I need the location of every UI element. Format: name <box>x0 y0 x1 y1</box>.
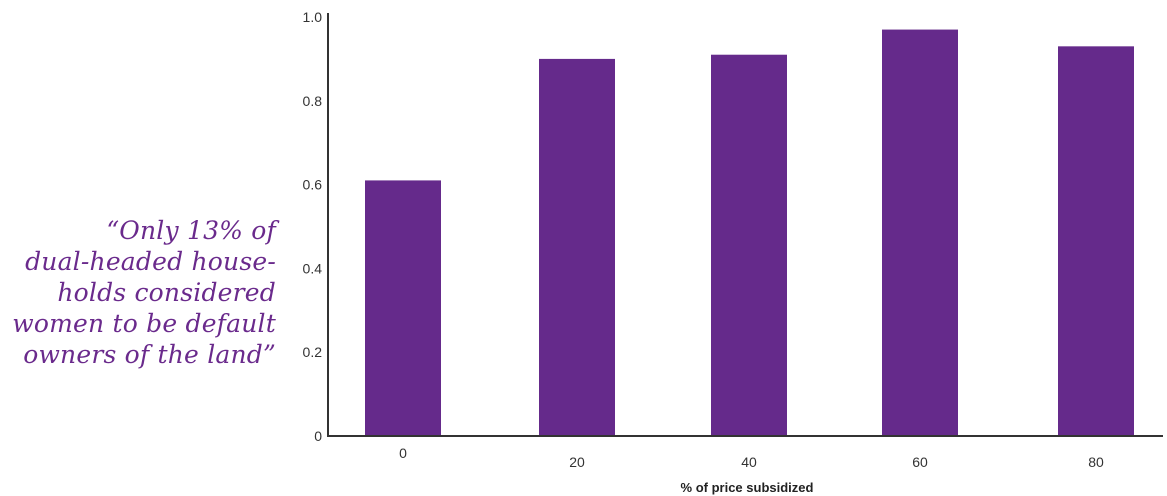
bar-40 <box>711 54 787 437</box>
bar-80 <box>1058 46 1134 437</box>
pull-quote: “Only 13% of dual-headed house- holds co… <box>0 215 276 370</box>
y-axis-ticks: 0 0.2 0.4 0.6 0.8 1.0 <box>303 9 323 444</box>
y-tick-label: 0 <box>314 428 322 444</box>
bar-20 <box>539 58 615 437</box>
x-axis-title: % of price subsidized <box>681 480 814 495</box>
x-tick-label: 80 <box>1088 454 1104 470</box>
x-axis-ticks: 0 20 40 60 80 <box>399 445 1104 470</box>
y-tick-label: 0.2 <box>303 344 323 360</box>
bar-60 <box>882 29 958 436</box>
x-tick-label: 60 <box>912 454 928 470</box>
x-tick-label: 0 <box>399 445 407 461</box>
y-tick-label: 0.8 <box>303 93 323 109</box>
x-tick-label: 20 <box>569 454 585 470</box>
x-tick-label: 40 <box>741 454 757 470</box>
y-tick-label: 1.0 <box>303 9 323 25</box>
bar-0 <box>365 180 441 436</box>
y-tick-label: 0.6 <box>303 177 323 193</box>
quote-line: holds considered <box>57 278 276 307</box>
quote-line: owners of the land” <box>23 340 276 369</box>
quote-line: women to be default <box>12 309 276 338</box>
y-tick-label: 0.4 <box>303 260 323 276</box>
bars-group <box>365 29 1134 437</box>
quote-line: dual-headed house- <box>25 247 276 276</box>
quote-line: “Only 13% of <box>106 216 276 245</box>
